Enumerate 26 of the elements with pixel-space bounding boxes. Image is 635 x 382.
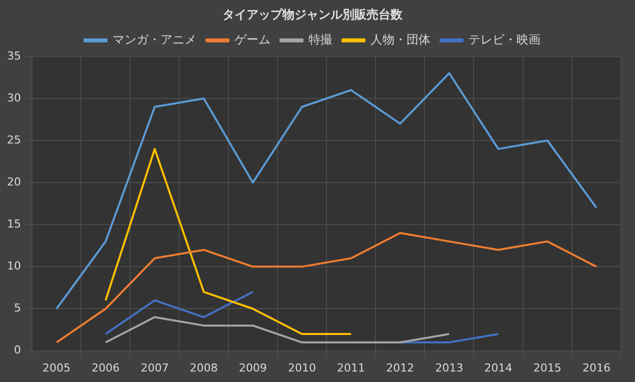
x-tick-label: 2005 xyxy=(42,361,71,374)
x-tick-label: 2011 xyxy=(337,361,366,374)
x-tick-label: 2009 xyxy=(238,361,267,374)
x-tick-label: 2006 xyxy=(92,361,120,374)
y-tick-label: 0 xyxy=(14,344,21,357)
y-tick-label: 30 xyxy=(6,91,21,104)
y-tick-label: 25 xyxy=(6,133,21,146)
x-tick-label: 2015 xyxy=(533,361,562,374)
chart-title: タイアップ物ジャンル別販売台数 xyxy=(222,7,404,22)
x-tick-label: 2014 xyxy=(484,361,512,374)
y-tick-label: 35 xyxy=(6,49,21,62)
legend-label: テレビ・映画 xyxy=(468,32,540,47)
x-tick-label: 2012 xyxy=(386,361,414,374)
x-tick-label: 2007 xyxy=(140,361,169,374)
legend-label: 特撮 xyxy=(308,32,332,47)
x-tick-label: 2013 xyxy=(435,361,464,374)
y-tick-label: 5 xyxy=(14,302,21,315)
y-tick-label: 20 xyxy=(6,175,21,188)
legend-label: マンガ・アニメ xyxy=(112,32,196,47)
x-tick-label: 2010 xyxy=(288,361,316,374)
y-tick-label: 10 xyxy=(6,260,21,273)
legend-label: 人物・団体 xyxy=(370,32,430,47)
x-tick-label: 2016 xyxy=(582,361,610,374)
y-tick-label: 15 xyxy=(6,217,21,230)
x-tick-label: 2008 xyxy=(190,361,218,374)
legend-label: ゲーム xyxy=(234,32,270,47)
